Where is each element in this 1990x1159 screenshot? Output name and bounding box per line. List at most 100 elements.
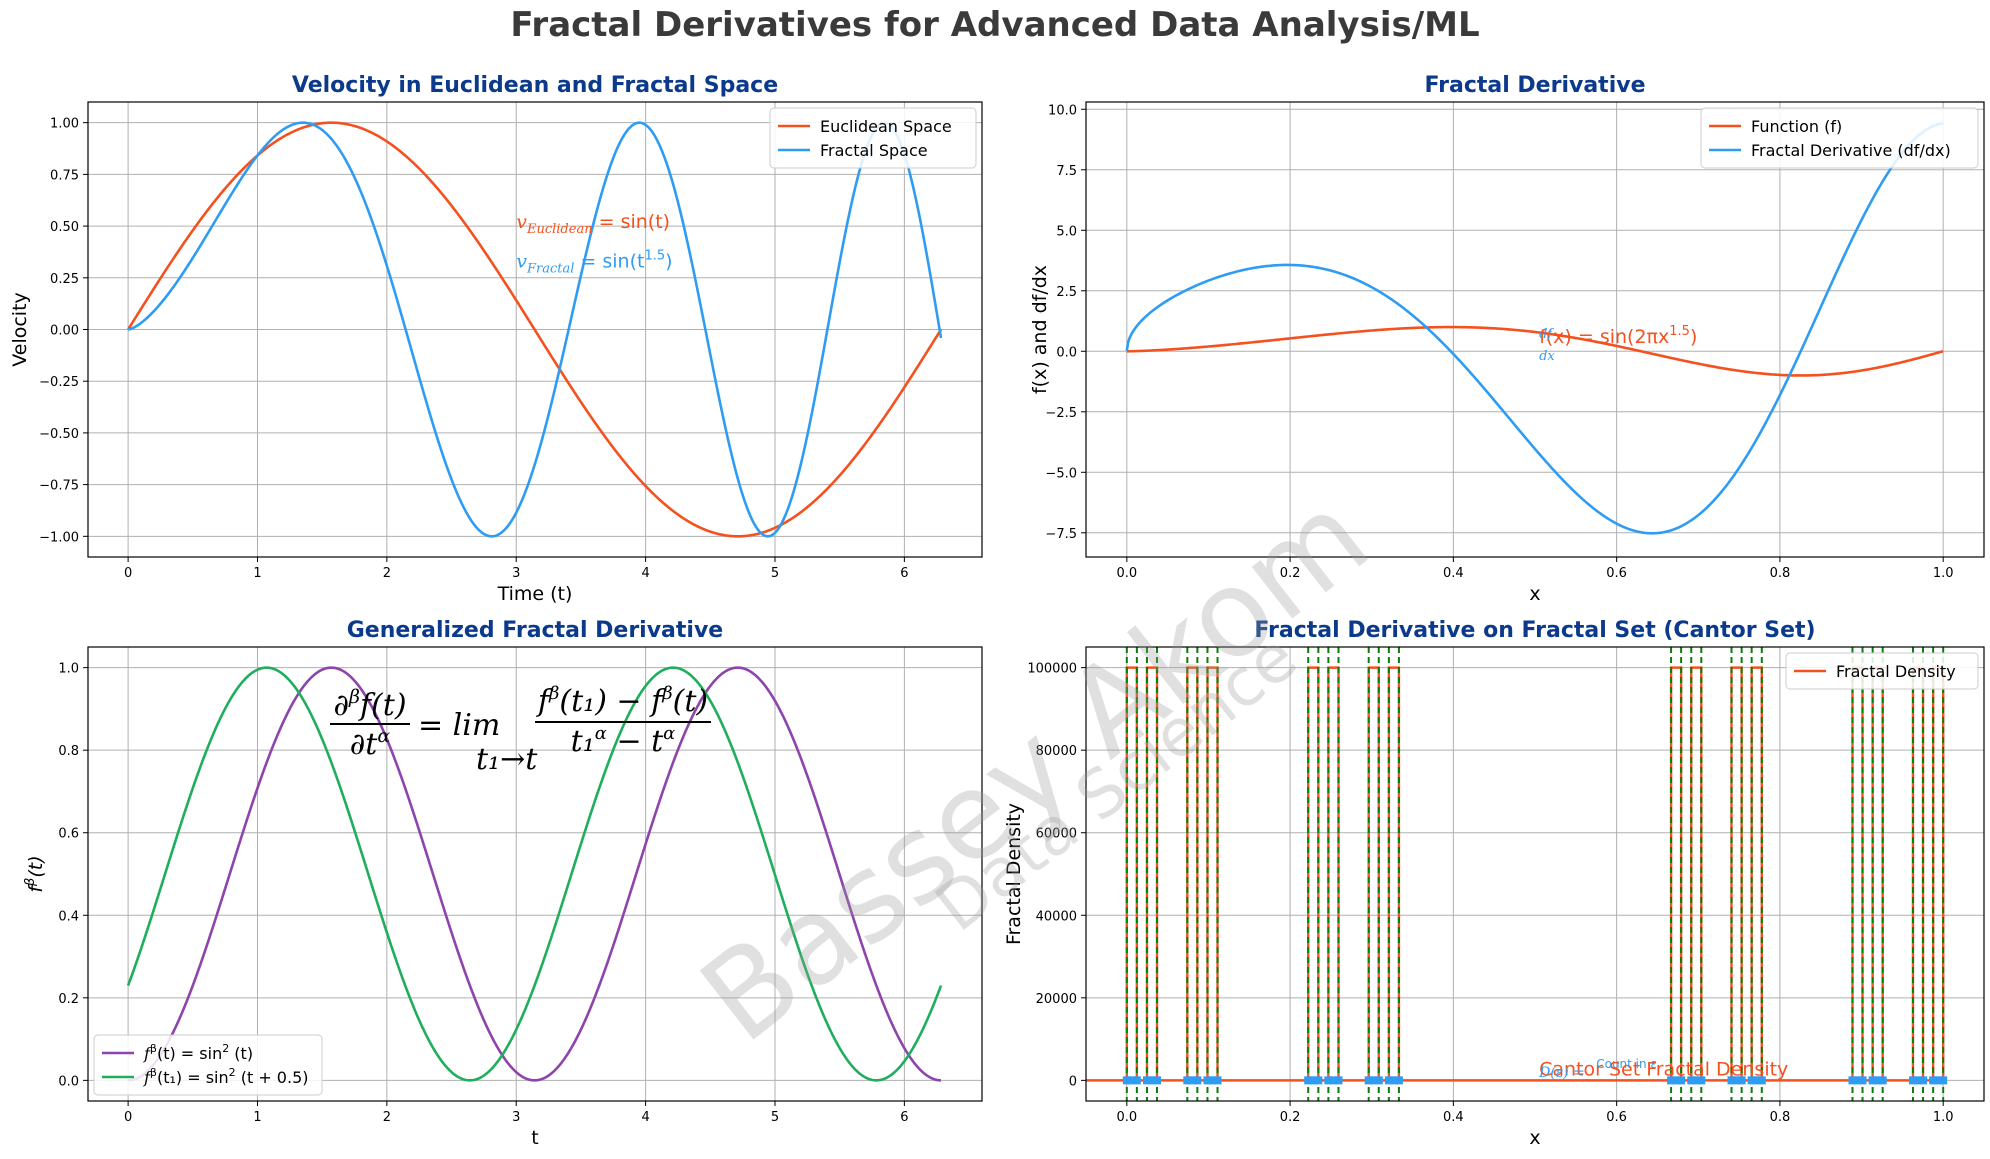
cantor-point-marker — [1213, 1076, 1222, 1085]
x-tick-label: 0 — [124, 1110, 132, 1125]
y-tick-label: 40000 — [1036, 909, 1077, 924]
x-tick-label: 0.4 — [1443, 1110, 1464, 1125]
chart-title: Velocity in Euclidean and Fractal Space — [292, 73, 778, 98]
x-tick-label: 5 — [771, 566, 779, 581]
y-tick-label: 0.25 — [50, 272, 79, 287]
cantor-point-marker — [1677, 1076, 1686, 1085]
legend: fβ(t) = sin2 (t) fβ(t₁) = sin2 (t + 0.5) — [93, 1034, 323, 1096]
y-tick-label: −2.5 — [1045, 406, 1077, 421]
cantor-point-marker — [1369, 1076, 1378, 1085]
x-tick-label: 0 — [124, 566, 132, 581]
equation-annotation: vFractal = sin(t1.5) — [516, 248, 672, 276]
cantor-point-marker — [1757, 1076, 1766, 1085]
formula-left-numerator: ∂βf(t) — [333, 686, 406, 723]
x-axis-label: Time (t) — [497, 583, 573, 605]
cantor-point-marker — [1853, 1076, 1862, 1085]
y-tick-label: 1.00 — [50, 117, 79, 132]
x-tick-label: 0.6 — [1606, 1110, 1627, 1125]
cantor-point-marker — [1737, 1076, 1746, 1085]
formula-right-numerator: fβ(t₁) − fβ(t) — [536, 683, 708, 719]
y-tick-label: 0.0 — [58, 1074, 79, 1089]
x-tick-label: 0.8 — [1770, 1110, 1791, 1125]
y-tick-label: −5.0 — [1045, 466, 1077, 481]
y-axis-label: fβ(t) — [23, 855, 47, 892]
y-tick-label: −1.00 — [39, 530, 79, 545]
x-tick-label: 6 — [900, 1110, 908, 1125]
legend-label: Function (f) — [1751, 117, 1842, 136]
x-tick-label: 0.0 — [1116, 566, 1137, 581]
series-line-2 — [127, 121, 943, 538]
y-tick-label: 1.0 — [58, 662, 79, 677]
legend-label: Fractal Derivative (df/dx) — [1751, 141, 1951, 160]
cantor-point-marker — [1132, 1076, 1141, 1085]
y-tick-label: 0.2 — [58, 992, 79, 1007]
figure-title: Fractal Derivatives for Advanced Data An… — [510, 5, 1479, 45]
cantor-point-marker — [1858, 1076, 1867, 1085]
axes-frame — [1085, 101, 1985, 558]
legend: Euclidean Space Fractal Space — [769, 107, 977, 169]
chart-panels: 0 1 2 3 4 5 6−1.00−0.75−0.50−0.250.000.250.500… — [9, 73, 1985, 1149]
y-tick-label: 20000 — [1036, 992, 1077, 1007]
legend-box — [1700, 107, 1979, 169]
y-tick-label: −0.75 — [39, 479, 79, 494]
legend-label: Fractal Space — [820, 141, 928, 160]
chart-title: Generalized Fractal Derivative — [347, 618, 723, 643]
legend-box — [1785, 652, 1979, 690]
x-tick-label: 3 — [512, 1110, 520, 1125]
x-tick-label: 1.0 — [1933, 566, 1954, 581]
y-tick-label: −7.5 — [1045, 527, 1077, 542]
series-line-1 — [127, 121, 943, 538]
x-tick-label: 2 — [383, 1110, 391, 1125]
cantor-point-marker — [1153, 1076, 1162, 1085]
cantor-point-marker — [1692, 1076, 1701, 1085]
count-annotation: Count in ε — [1596, 1057, 1657, 1071]
x-tick-label: 6 — [900, 566, 908, 581]
cantor-point-marker — [1919, 1076, 1928, 1085]
y-tick-label: 2.5 — [1056, 285, 1077, 300]
x-tick-label: 0.2 — [1280, 566, 1301, 581]
y-tick-label: 100000 — [1027, 662, 1077, 677]
x-axis-label: x — [1529, 1127, 1540, 1149]
plot-area — [1125, 121, 1944, 535]
chart-title: Fractal Derivative — [1425, 73, 1646, 98]
chart-panel-3: 0 1 2 3 4 5 6 0.0 0.2 0.4 0.6 0.8 1.0 Generalized Fra… — [23, 618, 983, 1149]
formula-left-denominator: ∂tα — [350, 725, 391, 762]
x-tick-label: 0.6 — [1606, 566, 1627, 581]
chart-panel-1: 0 1 2 3 4 5 6 −1.00 −0.75 −0.50 −0.25 0.00 0.25 0.50 0… — [9, 73, 983, 605]
axes-frame — [87, 101, 983, 558]
plot-area — [1086, 647, 1948, 1101]
x-tick-label: 2 — [383, 566, 391, 581]
cantor-point-marker — [1747, 1076, 1756, 1085]
x-axis-label: t — [531, 1127, 538, 1149]
cantor-point-marker — [1148, 1076, 1157, 1085]
cantor-point-marker — [1334, 1076, 1343, 1085]
cantor-point-marker — [1309, 1076, 1318, 1085]
cantor-annotation: Cantor Set Fractal Density — [1539, 1058, 1788, 1080]
series-line-2 — [126, 666, 943, 1082]
y-tick-label: 5.0 — [1056, 224, 1077, 239]
y-tick-label: 0.50 — [50, 220, 79, 235]
dimension-annotation: D(ε) = — [1538, 1065, 1585, 1081]
cantor-point-marker — [1697, 1076, 1706, 1085]
cantor-point-marker — [1364, 1076, 1373, 1085]
y-tick-label: 0.00 — [50, 324, 79, 339]
legend-label: fβ(t) = sin2 (t) — [143, 1042, 253, 1063]
legend-label: Fractal Density — [1836, 662, 1956, 681]
y-tick-label: 80000 — [1036, 744, 1077, 759]
x-tick-label: 0.4 — [1443, 566, 1464, 581]
legend-label: Euclidean Space — [820, 117, 952, 136]
axes-frame — [87, 646, 983, 1102]
x-tick-label: 0.0 — [1116, 1110, 1137, 1125]
cantor-point-marker — [1374, 1076, 1383, 1085]
grid — [1086, 102, 1984, 557]
cantor-point-marker — [1929, 1076, 1938, 1085]
cantor-point-marker — [1873, 1076, 1882, 1085]
cantor-point-marker — [1868, 1076, 1877, 1085]
x-tick-label: 0.2 — [1280, 1110, 1301, 1125]
formula-lim-subscript: t₁→t — [476, 742, 538, 777]
cantor-point-marker — [1314, 1076, 1323, 1085]
equation-annotation: f(x) = sin(2πx1.5) — [1539, 324, 1697, 348]
cantor-point-marker — [1727, 1076, 1736, 1085]
